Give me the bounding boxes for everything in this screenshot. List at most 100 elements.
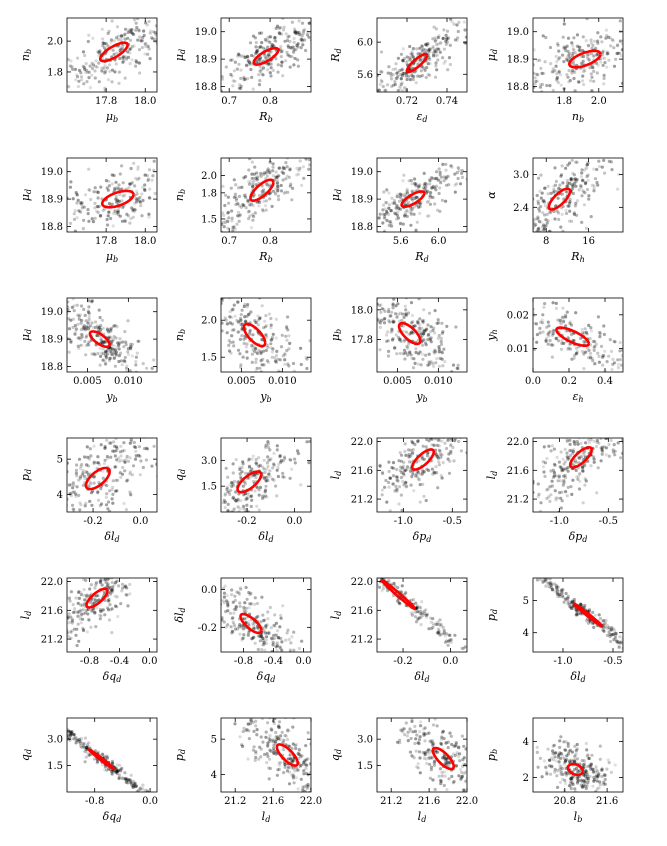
scatter-point <box>571 44 575 48</box>
x-tick-label: 17.8 <box>95 96 117 107</box>
scatter-point <box>541 199 545 203</box>
scatter-point <box>459 438 463 439</box>
scatter-point <box>403 304 407 308</box>
scatter-point <box>548 210 552 214</box>
scatter-point <box>378 464 382 468</box>
scatter-point <box>148 421 151 424</box>
scatter-point <box>418 500 422 504</box>
scatter-point <box>379 303 383 307</box>
scatter-point <box>638 48 641 51</box>
scatter-point <box>272 451 276 455</box>
scatter-point <box>98 579 102 583</box>
scatter-point <box>416 439 420 443</box>
scatter-point <box>80 462 84 466</box>
scatter-point <box>264 484 268 488</box>
scatter-point <box>395 489 399 493</box>
scatter-point <box>62 470 65 473</box>
scatter-point <box>72 508 76 512</box>
scatter-point <box>119 47 123 51</box>
scatter-point <box>415 195 419 199</box>
scatter-point <box>92 474 96 478</box>
scatter-point <box>84 470 88 474</box>
scatter-point <box>231 340 235 344</box>
scatter-point <box>197 573 200 576</box>
scatter-point <box>405 465 410 469</box>
scatter-point <box>536 59 540 63</box>
scatter-point <box>245 55 249 59</box>
scatter-point <box>63 596 66 599</box>
scatter-point <box>100 69 104 73</box>
scatter-point <box>645 44 648 47</box>
scatter-point <box>614 57 618 61</box>
scatter-point <box>479 17 482 20</box>
scatter-point <box>69 590 73 594</box>
scatter-point <box>262 171 266 175</box>
scatter-point <box>63 95 66 98</box>
scatter-point <box>61 214 64 217</box>
scatter-point <box>123 461 127 465</box>
scatter-point <box>174 10 177 13</box>
scatter-point <box>240 334 244 338</box>
scatter-point <box>88 86 92 90</box>
scatter-point <box>409 321 414 325</box>
scatter-point <box>600 452 604 456</box>
scatter-point <box>83 67 87 71</box>
scatter-point <box>75 643 79 648</box>
scatter-point <box>580 171 584 175</box>
scatter-point <box>417 433 420 436</box>
scatter-point <box>554 301 558 305</box>
scatter-point <box>549 62 553 66</box>
scatter-point <box>609 349 614 353</box>
scatter-point <box>229 488 233 492</box>
scatter-point <box>142 554 145 557</box>
scatter-point <box>409 483 413 487</box>
scatter-point <box>620 81 623 85</box>
scatter-point <box>437 333 441 338</box>
scatter-point <box>529 226 532 229</box>
scatter-point <box>588 337 592 341</box>
scatter-point <box>55 210 58 213</box>
scatter-point <box>293 457 297 461</box>
scatter-point <box>596 63 600 67</box>
scatter-point <box>223 492 227 496</box>
scatter-point <box>574 201 578 205</box>
scatter-point <box>391 303 395 307</box>
scatter-point <box>95 333 99 337</box>
scatter-point <box>574 460 578 464</box>
scatter-point <box>570 434 573 437</box>
scatter-point <box>126 214 130 218</box>
scatter-point <box>239 499 243 503</box>
scatter-point <box>106 606 110 610</box>
scatter-point <box>194 531 197 534</box>
scatter-point <box>455 38 459 42</box>
scatter-point <box>103 590 107 594</box>
scatter-point <box>602 332 607 337</box>
scatter-point <box>428 190 432 195</box>
scatter-point <box>633 425 636 428</box>
scatter-point <box>247 457 251 461</box>
scatter-point <box>224 538 227 541</box>
scatter-point <box>544 224 548 228</box>
scatter-point <box>232 344 236 348</box>
scatter-point <box>560 164 564 168</box>
scatter-point <box>378 321 382 325</box>
scatter-point <box>568 78 572 83</box>
scatter-point <box>123 219 127 223</box>
scatter-point <box>137 566 140 569</box>
scatter-point <box>427 439 431 443</box>
scatter-point <box>549 191 553 195</box>
scatter-point <box>275 641 279 645</box>
scatter-point <box>248 332 252 337</box>
scatter-point <box>221 220 225 224</box>
scatter-point <box>116 341 120 345</box>
scatter-point <box>239 68 243 72</box>
scatter-point <box>421 330 425 334</box>
scatter-point <box>152 159 156 163</box>
red-ellipse <box>567 49 602 69</box>
scatter-point <box>255 200 260 204</box>
scatter-point <box>585 346 590 350</box>
scatter-point <box>165 202 168 205</box>
scatter-point <box>115 595 119 599</box>
scatter-point <box>269 338 273 342</box>
scatter-point <box>272 35 277 40</box>
